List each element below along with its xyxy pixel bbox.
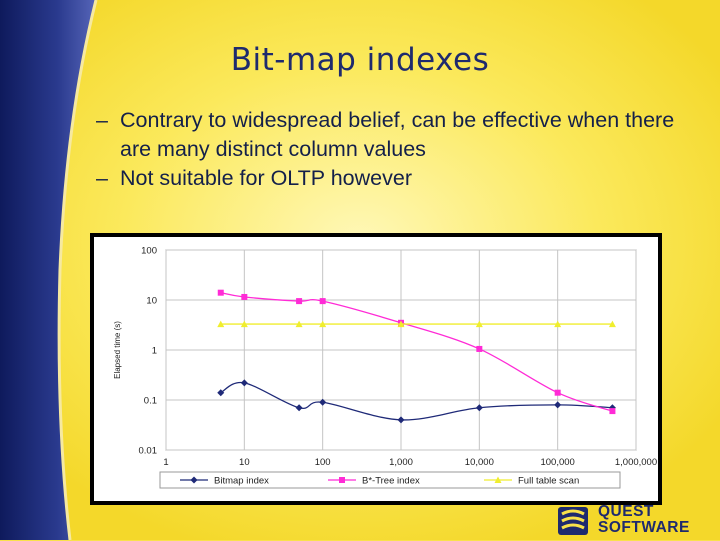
data-point-full-table-scan bbox=[475, 320, 483, 328]
data-point-btree-index bbox=[296, 298, 303, 305]
legend-marker-full-table-scan bbox=[494, 476, 502, 483]
bullet-dash: – bbox=[96, 108, 108, 132]
data-point-bitmap-index bbox=[397, 416, 405, 424]
data-point-bitmap-index bbox=[475, 404, 483, 412]
data-point-btree-index bbox=[217, 289, 224, 296]
bullet-item: – Not suitable for OLTP however bbox=[96, 164, 696, 193]
data-point-full-table-scan bbox=[217, 320, 225, 328]
data-point-bitmap-index bbox=[554, 401, 562, 409]
series-line-bitmap-index bbox=[220, 381, 613, 421]
data-point-full-table-scan bbox=[554, 320, 562, 328]
bullet-text: Not suitable for OLTP however bbox=[120, 166, 412, 190]
bullet-text: Contrary to widespread belief, can be ef… bbox=[120, 108, 675, 161]
data-point-bitmap-index bbox=[217, 389, 225, 397]
data-point-full-table-scan bbox=[319, 320, 327, 328]
data-point-bitmap-index bbox=[240, 379, 248, 387]
y-tick-label: 0.1 bbox=[144, 396, 157, 407]
legend-label-btree-index: B*-Tree index bbox=[362, 476, 420, 487]
data-point-bitmap-index bbox=[319, 398, 327, 406]
bullet-list: – Contrary to widespread belief, can be … bbox=[96, 106, 696, 193]
y-tick-label: 100 bbox=[141, 246, 157, 257]
bullet-item: – Contrary to widespread belief, can be … bbox=[96, 106, 696, 164]
logo-wordmark: QUEST SOFTWARE bbox=[598, 504, 690, 536]
data-point-bitmap-index bbox=[295, 404, 303, 412]
data-point-btree-index bbox=[476, 345, 483, 352]
elapsed-time-chart: 1 10 100 1,000 10,000 100,000 1,000,0001001010… bbox=[94, 237, 658, 501]
x-tick-label: 100,000 bbox=[540, 457, 574, 468]
x-tick-label: 1,000,000 bbox=[615, 457, 657, 468]
data-point-btree-index bbox=[319, 298, 326, 305]
legend-label-full-table-scan: Full table scan bbox=[518, 476, 579, 487]
y-axis-label: Elapsed time (s) bbox=[113, 321, 122, 379]
legend-box bbox=[159, 471, 621, 489]
x-tick-label: 1,000 bbox=[389, 457, 413, 468]
bullet-dash: – bbox=[96, 166, 108, 190]
chart-frame: 1 10 100 1,000 10,000 100,000 1,000,000 100 10 1 0… bbox=[90, 233, 662, 505]
legend-label-bitmap-index: Bitmap index bbox=[214, 476, 269, 487]
x-tick-label: 10 bbox=[239, 457, 250, 468]
data-point-full-table-scan bbox=[295, 320, 303, 328]
logo-line-2: SOFTWARE bbox=[598, 519, 690, 536]
y-tick-label: 0.01 bbox=[139, 446, 158, 457]
x-tick-label: 1 bbox=[163, 457, 168, 468]
slide-title: Bit-map indexes bbox=[230, 42, 490, 78]
series-line-btree-index bbox=[220, 292, 613, 412]
data-point-full-table-scan bbox=[240, 320, 248, 328]
logo-line-1: QUEST bbox=[598, 503, 654, 520]
y-tick-label: 1 bbox=[152, 346, 157, 357]
y-tick-label: 10 bbox=[146, 296, 157, 307]
data-point-full-table-scan bbox=[397, 320, 405, 328]
data-point-btree-index bbox=[241, 293, 248, 300]
data-point-btree-index bbox=[554, 389, 561, 396]
legend-marker-btree-index bbox=[339, 477, 345, 483]
data-point-bitmap-index bbox=[608, 404, 616, 412]
data-point-btree-index bbox=[609, 408, 616, 415]
quest-logo-icon bbox=[558, 507, 588, 535]
x-tick-label: 10,000 bbox=[465, 457, 494, 468]
x-tick-label: 100 bbox=[315, 457, 331, 468]
legend-marker-bitmap-index bbox=[190, 476, 198, 484]
quest-logo: QUEST SOFTWARE bbox=[556, 503, 716, 537]
data-point-full-table-scan bbox=[608, 320, 616, 328]
